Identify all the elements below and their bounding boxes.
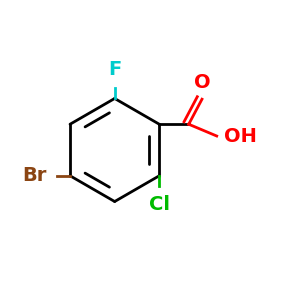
Text: OH: OH — [224, 127, 257, 146]
Text: F: F — [108, 60, 121, 79]
Text: O: O — [194, 73, 210, 92]
Text: Cl: Cl — [149, 195, 170, 214]
Text: Br: Br — [22, 166, 46, 185]
